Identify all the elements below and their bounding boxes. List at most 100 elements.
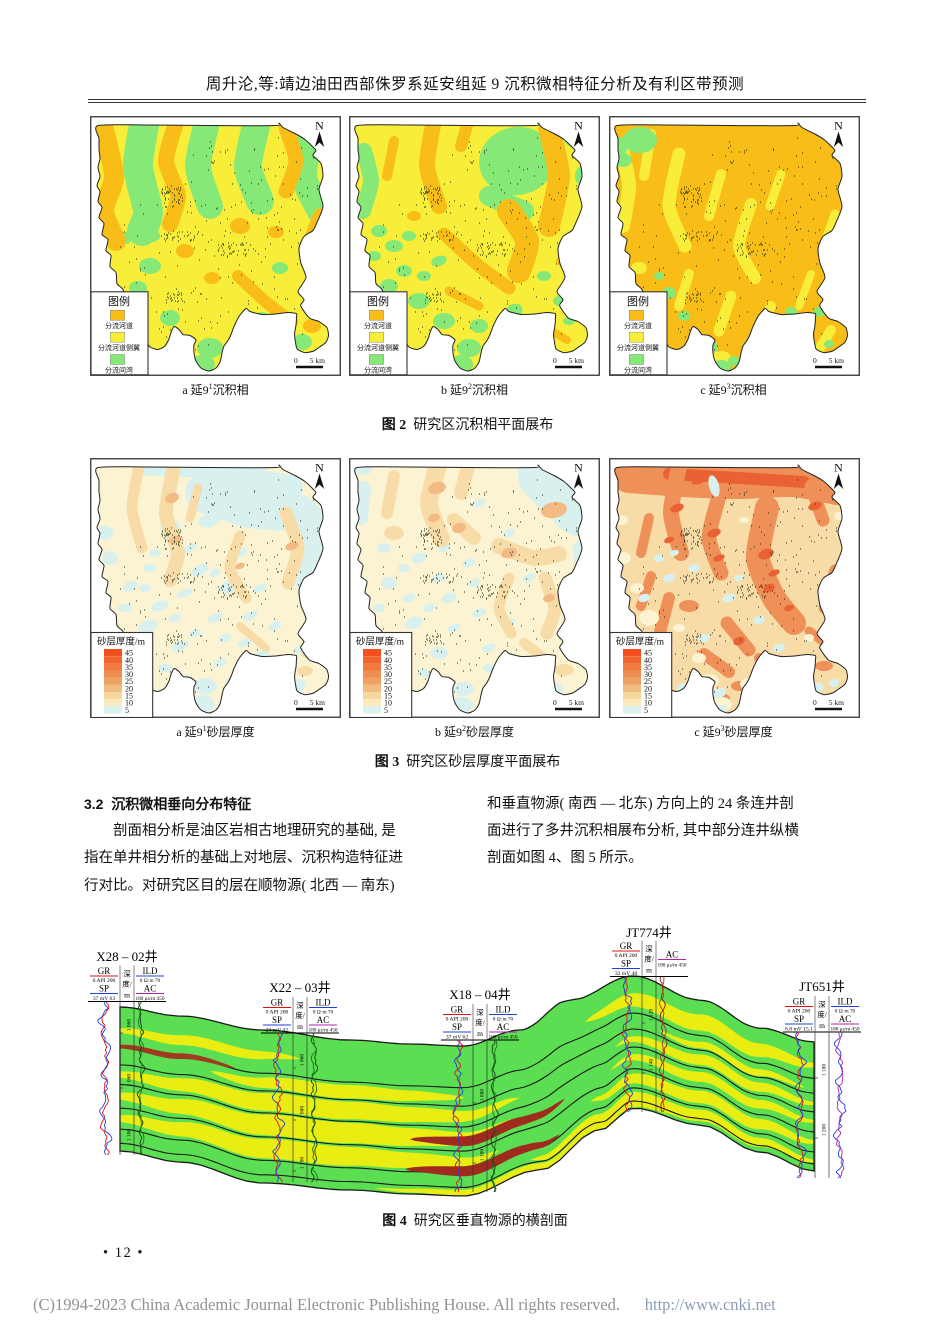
svg-text:1 080: 1 080 [300, 1106, 306, 1119]
svg-text:分流间湾: 分流间湾 [624, 365, 652, 374]
svg-text:5 km: 5 km [828, 356, 843, 365]
svg-text:20: 20 [384, 684, 392, 693]
svg-text:1 140: 1 140 [649, 1059, 655, 1072]
svg-text:SP: SP [621, 959, 631, 969]
svg-text:SP: SP [272, 1015, 282, 1025]
svg-text:度/: 度/ [295, 1010, 305, 1020]
svg-text:30: 30 [125, 670, 133, 679]
svg-text:GR: GR [793, 997, 806, 1007]
svg-text:15: 15 [125, 691, 133, 700]
svg-text:AC: AC [666, 950, 679, 960]
svg-text:10: 10 [125, 698, 133, 707]
svg-text:度/: 度/ [475, 1017, 485, 1027]
svg-text:N: N [574, 118, 583, 132]
svg-text:砂层厚度/m: 砂层厚度/m [97, 635, 146, 647]
svg-text:40: 40 [125, 655, 133, 664]
svg-text:10: 10 [384, 698, 392, 707]
svg-text:ILD: ILD [143, 966, 158, 976]
svg-text:32 mV 48: 32 mV 48 [615, 971, 637, 977]
svg-text:40: 40 [644, 655, 652, 664]
svg-text:10: 10 [644, 698, 652, 707]
svg-text:N: N [315, 118, 324, 132]
svg-text:AC: AC [317, 1015, 330, 1025]
svg-text:1 100: 1 100 [127, 1129, 133, 1142]
svg-text:度/: 度/ [644, 954, 654, 964]
svg-text:AC: AC [839, 1014, 852, 1024]
svg-text:180 μs/m 450: 180 μs/m 450 [135, 996, 164, 1002]
svg-text:1 180: 1 180 [822, 1064, 828, 1077]
svg-text:180 μs/m 450: 180 μs/m 450 [830, 1027, 859, 1033]
svg-text:1 080: 1 080 [480, 1089, 486, 1102]
svg-text:AC: AC [144, 984, 157, 994]
svg-text:0: 0 [813, 698, 817, 707]
svg-text:35: 35 [644, 662, 652, 671]
svg-text:N: N [834, 460, 843, 474]
svg-text:AC: AC [497, 1022, 510, 1032]
svg-text:180 μs/m 450: 180 μs/m 450 [657, 963, 686, 969]
svg-text:度/: 度/ [817, 1009, 827, 1019]
svg-text:25: 25 [384, 677, 392, 686]
svg-text:分流河道: 分流河道 [624, 321, 652, 330]
svg-text:6.8 mV 15.1: 6.8 mV 15.1 [785, 1027, 813, 1033]
svg-text:0 API 200: 0 API 200 [93, 978, 116, 984]
svg-text:ILD: ILD [316, 998, 331, 1008]
svg-text:0 API 200: 0 API 200 [788, 1009, 811, 1015]
svg-text:45: 45 [644, 648, 652, 657]
svg-text:分流河道: 分流河道 [105, 321, 133, 330]
svg-text:深: 深 [476, 1008, 484, 1017]
svg-text:5: 5 [125, 705, 129, 714]
svg-text:砂层厚度/m: 砂层厚度/m [615, 635, 664, 647]
svg-text:15: 15 [644, 691, 652, 700]
svg-text:m: m [297, 1022, 303, 1031]
svg-text:0: 0 [294, 356, 298, 365]
svg-text:0 API 200: 0 API 200 [266, 1010, 289, 1016]
svg-text:45: 45 [384, 648, 392, 657]
svg-text:m: m [819, 1021, 825, 1030]
svg-text:5 km: 5 km [569, 356, 584, 365]
svg-text:0 Ω·m 70: 0 Ω·m 70 [140, 978, 161, 984]
svg-text:5 km: 5 km [569, 698, 584, 707]
svg-text:X22 – 03井: X22 – 03井 [269, 980, 330, 995]
svg-text:分流河道: 分流河道 [364, 321, 392, 330]
svg-text:20: 20 [644, 684, 652, 693]
svg-text:5: 5 [644, 705, 648, 714]
svg-text:GR: GR [620, 941, 633, 951]
svg-text:分流间湾: 分流间湾 [364, 365, 392, 374]
svg-text:N: N [315, 460, 324, 474]
svg-text:GR: GR [451, 1005, 464, 1015]
svg-text:5 km: 5 km [310, 356, 325, 365]
svg-text:度/: 度/ [122, 979, 132, 989]
svg-text:图例: 图例 [367, 294, 389, 308]
svg-text:1 060: 1 060 [300, 1054, 306, 1067]
svg-text:N: N [834, 118, 843, 132]
svg-text:30: 30 [384, 670, 392, 679]
svg-text:37 mV 63: 37 mV 63 [93, 996, 115, 1002]
svg-text:20: 20 [125, 684, 133, 693]
svg-text:0 Ω·m 70: 0 Ω·m 70 [835, 1009, 856, 1015]
svg-text:37 mV 62: 37 mV 62 [446, 1035, 468, 1041]
svg-text:图例: 图例 [627, 294, 649, 308]
svg-text:1 100: 1 100 [480, 1149, 486, 1162]
svg-text:0: 0 [553, 356, 557, 365]
svg-text:35: 35 [384, 662, 392, 671]
svg-text:GR: GR [271, 998, 284, 1008]
svg-text:1 080: 1 080 [127, 1074, 133, 1087]
svg-text:分流河道侧翼: 分流河道侧翼 [98, 343, 140, 352]
svg-text:0 Ω·m 70: 0 Ω·m 70 [313, 1010, 334, 1016]
svg-text:X28 – 02井: X28 – 02井 [96, 949, 157, 964]
svg-text:图例: 图例 [108, 294, 130, 308]
svg-text:0: 0 [294, 698, 298, 707]
svg-text:40: 40 [384, 655, 392, 664]
svg-text:m: m [477, 1029, 483, 1038]
svg-text:深: 深 [645, 945, 653, 954]
svg-text:1 060: 1 060 [127, 1019, 133, 1032]
svg-text:ILD: ILD [496, 1005, 511, 1015]
svg-text:分流河道侧翼: 分流河道侧翼 [617, 343, 659, 352]
svg-text:X18 – 04井: X18 – 04井 [449, 987, 510, 1002]
svg-text:分流河道侧翼: 分流河道侧翼 [357, 343, 399, 352]
svg-text:m: m [646, 966, 652, 975]
svg-text:35: 35 [125, 662, 133, 671]
svg-text:砂层厚度/m: 砂层厚度/m [356, 635, 405, 647]
svg-text:SP: SP [99, 984, 109, 994]
svg-text:180 μs/m 450: 180 μs/m 450 [308, 1028, 337, 1034]
